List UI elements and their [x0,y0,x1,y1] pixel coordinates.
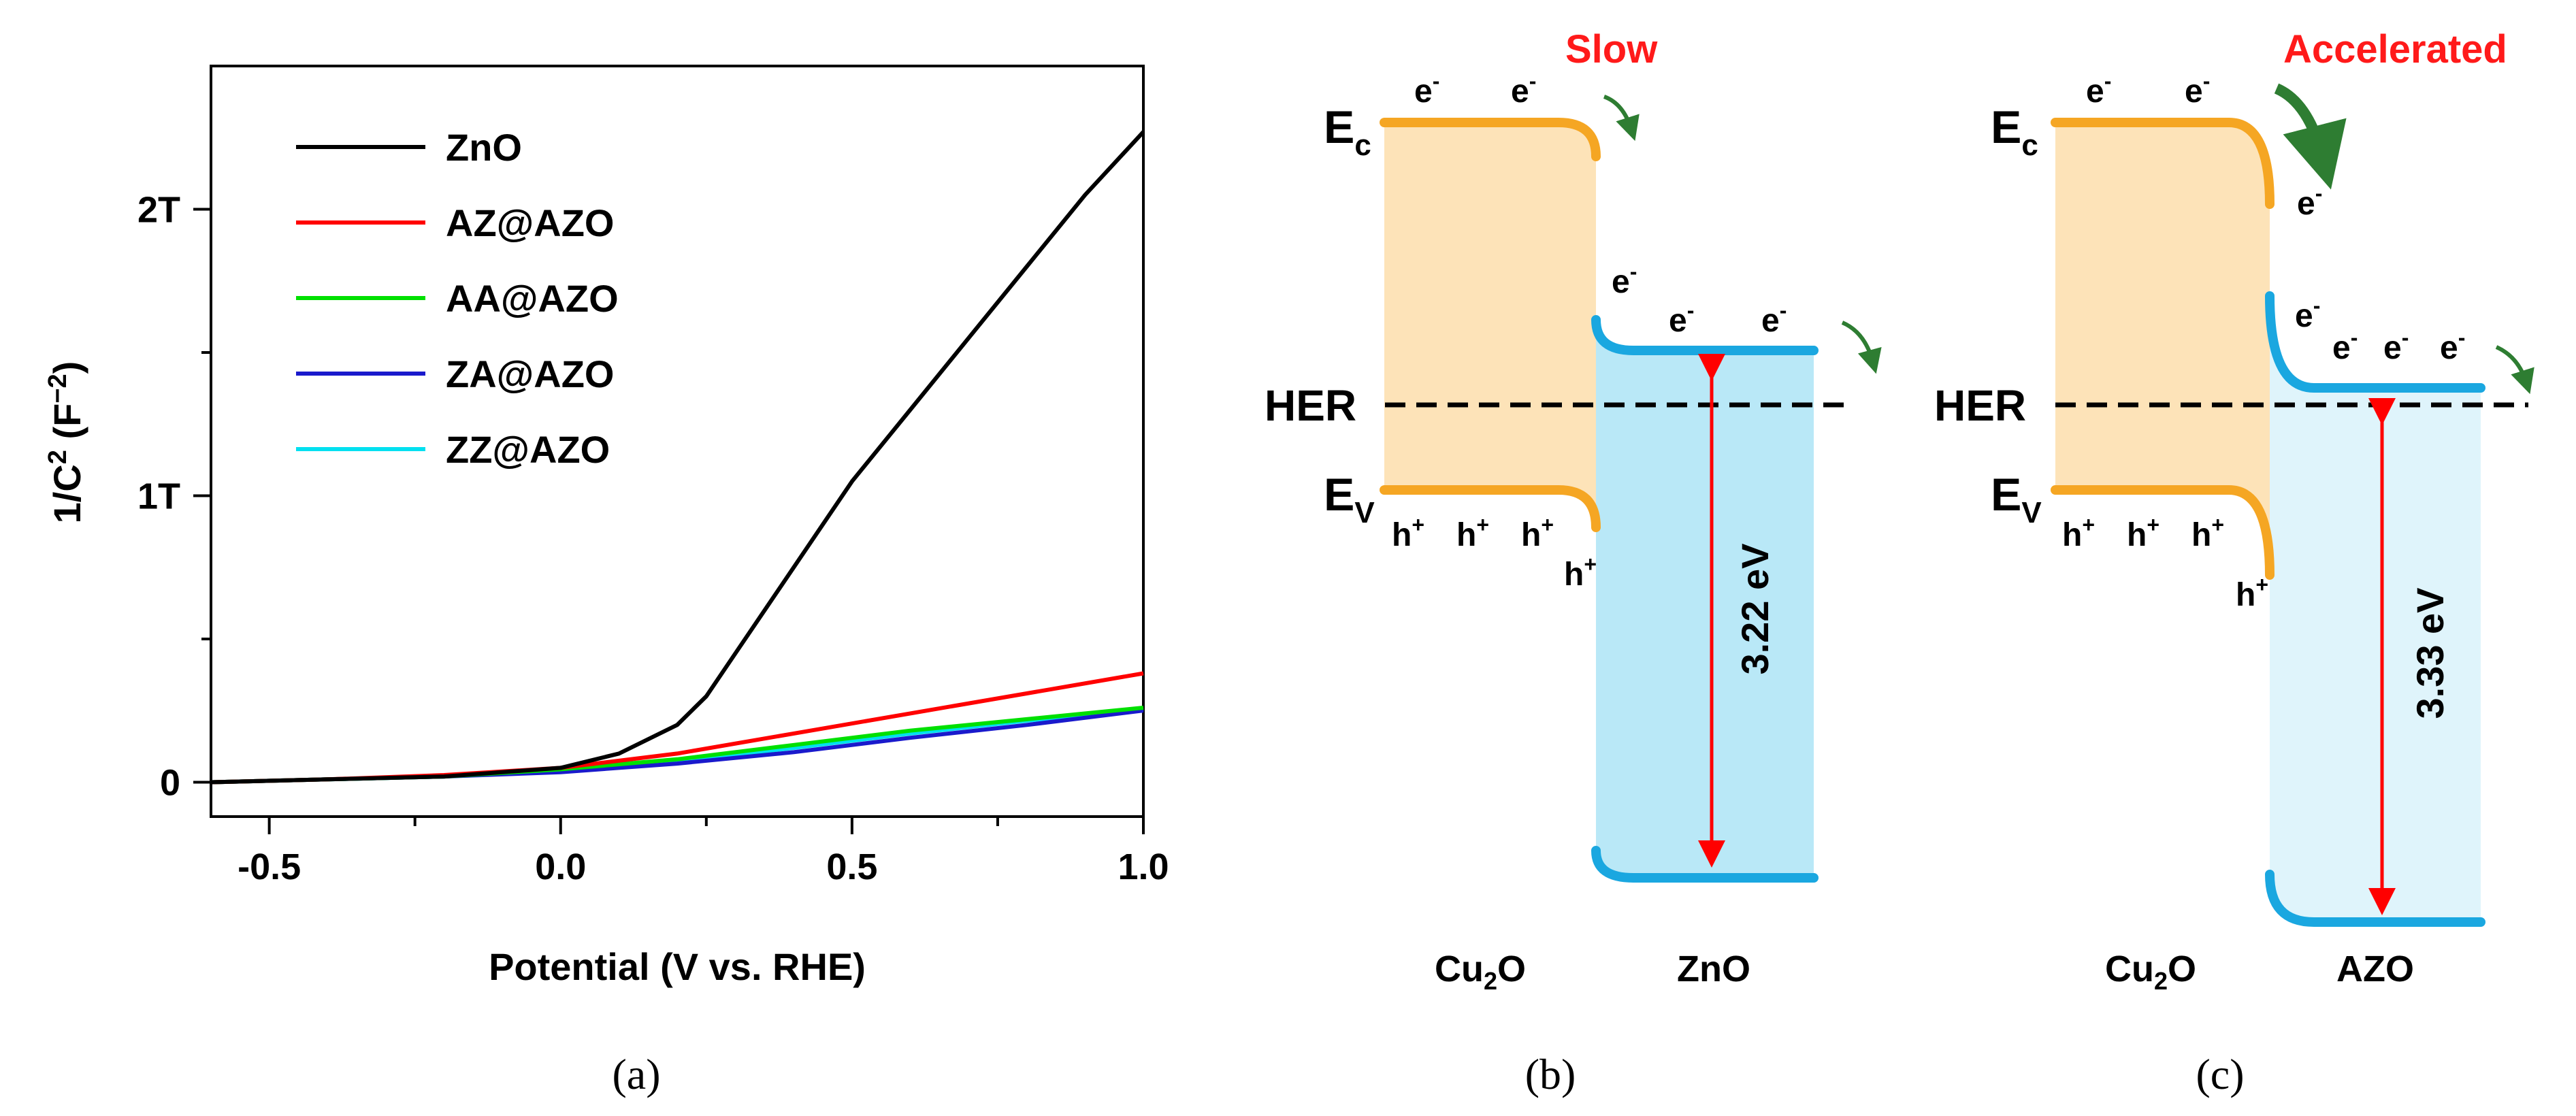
hole-label: h+ [2191,512,2224,553]
electron-label: e- [1511,69,1536,110]
cu2o-fill [1384,122,1596,531]
hole-label: h+ [1456,512,1489,553]
her-label: HER [1265,381,1356,430]
y-tick-label: 1T [137,476,180,516]
cu2o-fill [2055,122,2270,578]
hole-label: h+ [2127,512,2159,553]
x-tick-label: 0.5 [826,847,877,887]
electron-label: e- [1669,298,1694,339]
electron-label: e- [2297,181,2322,222]
electron-label: e- [1761,298,1787,339]
azo-label: AZO [2336,949,2414,989]
zno-label: ZnO [1677,949,1750,989]
zno-transfer-arrow [1841,321,1882,374]
slow-label: Slow [1565,27,1658,71]
ec-label: Ec [1991,101,2038,162]
her-label: HER [1934,381,2026,430]
x-axis-label: Potential (V vs. RHE) [489,945,866,988]
plot-frame [210,65,1145,818]
electron-label: e- [2086,69,2111,110]
azo-valence-band [2265,870,2485,927]
y-axis-label: 1/C2 (F−2) [44,361,88,524]
legend-label-za-azo: ZA@AZO [446,352,614,395]
zno-conduction-band [1591,315,1819,355]
axis-ticks: -0.5 0.0 0.5 1.0 0 1T 2T [137,189,1169,887]
legend-label-az-azo: AZ@AZO [446,201,614,244]
legend: ZnO AZ@AZO AA@AZO ZA@AZO ZZ@AZO [296,126,619,471]
cu2o-label: Cu2O [1435,949,1526,995]
panel-c-band-diagram: Accelerated Ec EV HER e- e- e- e- e- e- … [1934,27,2534,1098]
series-line-aa-azo [210,706,1144,785]
slow-transfer-arrow [1603,95,1640,142]
accelerated-label: Accelerated [2283,27,2507,71]
hole-label: h+ [1521,512,1554,553]
electron-label: e- [2440,325,2465,366]
cu2o-conduction-band [1380,118,1601,161]
y-tick-label: 2T [137,189,180,230]
panel-label-c: (c) [2196,1050,2244,1098]
hole-label: h+ [2062,512,2095,553]
data-series [210,130,1145,785]
series-line-zno [210,130,1145,785]
bandgap-label: 3.22 eV [1733,543,1776,674]
x-tick-label: -0.5 [238,847,301,887]
legend-label-aa-azo: AA@AZO [446,277,619,320]
electron-label: e- [2332,325,2358,366]
electron-label: e- [2383,325,2409,366]
legend-label-zz-azo: ZZ@AZO [446,428,610,471]
cu2o-conduction-band [2051,118,2275,209]
ev-label: EV [1991,469,2042,529]
panel-label-a: (a) [612,1050,660,1098]
electron-label: e- [1414,69,1439,110]
cu2o-label: Cu2O [2105,949,2196,995]
azo-transfer-arrow [2495,345,2534,395]
electron-label: e- [2295,293,2320,334]
ev-label: EV [1324,469,1375,529]
panel-b-band-diagram: Slow Ec EV HER e- e- e- e- e- h+ h+ h+ h… [1265,27,1882,1098]
legend-label-zno: ZnO [446,126,522,169]
cu2o-valence-band [2051,485,2275,580]
y-tick-label: 0 [160,762,180,803]
hole-label: h+ [1392,512,1424,553]
electron-label: e- [1612,259,1637,300]
panel-label-b: (b) [1525,1050,1576,1098]
panel-a-chart: -0.5 0.0 0.5 1.0 0 1T 2T 1/C2 (F−2) Potential … [44,65,1169,1098]
hole-label: h+ [1564,552,1597,593]
x-tick-label: 1.0 [1118,847,1169,887]
accelerated-transfer-arrow [2274,83,2347,190]
cu2o-valence-band [1380,485,1601,532]
zno-valence-band [1591,846,1819,883]
bandgap-label: 3.33 eV [2409,587,2451,719]
ec-label: Ec [1324,101,1371,162]
electron-label: e- [2185,69,2210,110]
hole-label: h+ [2236,572,2268,613]
azo-conduction-band [2265,291,2485,393]
x-tick-label: 0.0 [535,847,586,887]
